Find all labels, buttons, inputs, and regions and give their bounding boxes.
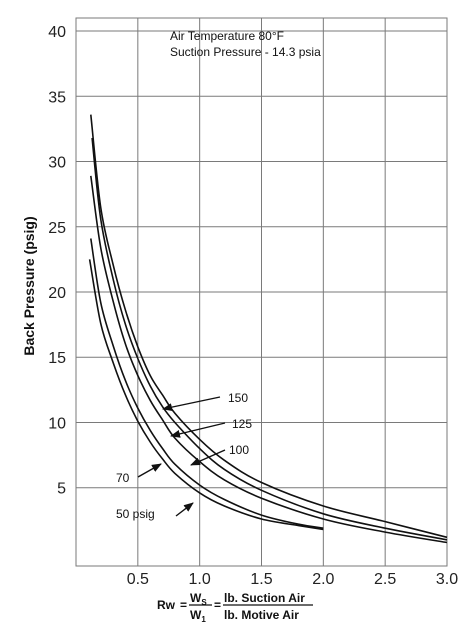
- arrow-150: [162, 396, 221, 412]
- series-line-70: [90, 238, 324, 529]
- y-tick-label: 20: [48, 285, 66, 302]
- annotation-suction-pressure: Suction Pressure - 14.3 psia: [170, 45, 321, 59]
- x-tick-label: 1.0: [189, 571, 211, 588]
- x-tick-label: 2.0: [312, 571, 334, 588]
- x-tick-label: 2.5: [374, 571, 396, 588]
- x-tick-label: 0.5: [127, 571, 149, 588]
- formula-equals-2: =: [214, 598, 221, 612]
- arrow-70: [137, 463, 162, 478]
- formula-denominator-text: lb. Motive Air: [224, 608, 299, 622]
- series-label-70: 70: [116, 471, 130, 485]
- arrow-100: [190, 449, 226, 466]
- tick-labels: 0.5 1.0 1.5 2.0 2.5 3.0 5 10 15 20 25 30 35 40: [48, 24, 458, 588]
- series-label-150: 150: [228, 391, 248, 405]
- x-tick-label: 1.5: [250, 571, 272, 588]
- formula-numerator-sub: S: [201, 598, 207, 607]
- x-tick-label: 3.0: [436, 571, 458, 588]
- y-tick-label: 35: [48, 89, 66, 106]
- y-axis-label: Back Pressure (psig): [21, 216, 37, 355]
- series-line-125: [91, 137, 448, 541]
- annotation-air-temperature: Air Temperature 80°F: [170, 29, 284, 43]
- y-tick-label: 25: [48, 220, 66, 237]
- curves: [88, 114, 448, 544]
- y-tick-label: 40: [48, 24, 66, 41]
- formula-equals-1: =: [180, 598, 187, 612]
- arrow-50: [175, 502, 194, 517]
- y-tick-label: 5: [57, 481, 66, 498]
- series-line-50-psig: [88, 259, 324, 531]
- series-label-50: 50 psig: [116, 507, 155, 521]
- series-line-100: [90, 175, 448, 544]
- y-tick-label: 10: [48, 415, 66, 432]
- arrow-125: [170, 422, 226, 438]
- formula-numerator: WS: [190, 591, 207, 607]
- grid: [75, 17, 448, 567]
- formula-denominator-sub: 1: [201, 615, 206, 624]
- y-tick-label: 30: [48, 155, 66, 172]
- formula-rw: Rw: [157, 598, 176, 612]
- y-tick-label: 15: [48, 350, 66, 367]
- formula-denominator-w: W: [190, 608, 202, 622]
- series-label-125: 125: [232, 417, 252, 431]
- x-axis-formula: Rw = WS W1 = lb. Suction Air lb. Motive …: [157, 591, 313, 624]
- formula-numerator-text: lb. Suction Air: [224, 591, 305, 605]
- formula-denominator: W1: [190, 608, 206, 624]
- series-line-150: [90, 114, 448, 539]
- series-label-100: 100: [229, 443, 249, 457]
- formula-numerator-w: W: [190, 591, 202, 605]
